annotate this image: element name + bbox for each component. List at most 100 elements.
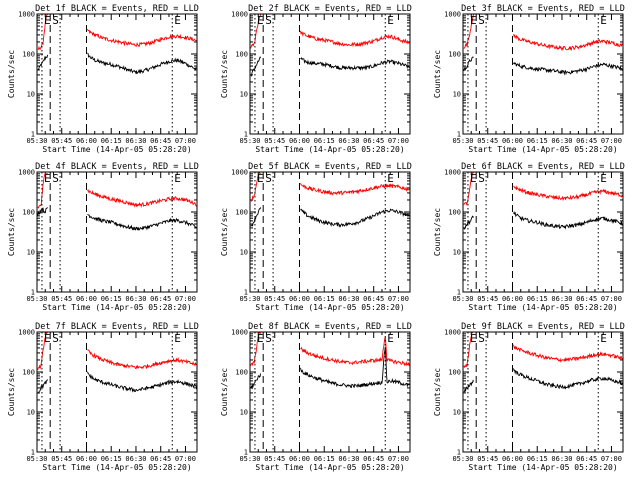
events-series-line-seg2: [300, 346, 410, 389]
marker-label: E: [174, 332, 181, 345]
y-tick-label: 1000: [231, 329, 248, 337]
x-tick-label: 07:00: [175, 295, 196, 303]
y-tick-label: 1: [457, 449, 461, 457]
panel-title: Det 8f BLACK = Events, RED = LLD: [248, 322, 412, 332]
events-series-line-seg1: [37, 54, 49, 71]
y-axis-label: Counts/sec: [7, 208, 16, 256]
x-tick-label: 06:00: [502, 455, 523, 463]
lld-series-line-seg1: [250, 14, 262, 49]
lld-series-line-seg1: [463, 14, 475, 49]
plot-frame: [36, 171, 198, 293]
x-tick-label: 06:30: [338, 455, 359, 463]
y-tick-label: 100: [235, 51, 248, 59]
x-tick-label: 06:30: [551, 137, 572, 145]
x-tick-label: 06:00: [76, 455, 97, 463]
marker-label: E: [387, 172, 394, 185]
x-tick-label: 05:45: [477, 137, 498, 145]
x-tick-label: 06:30: [338, 137, 359, 145]
y-tick-label: 1000: [18, 11, 35, 19]
x-tick-label: 07:00: [388, 455, 409, 463]
panel-title: Det 7f BLACK = Events, RED = LLD: [35, 322, 199, 332]
plot-frame: [249, 13, 411, 135]
panel-title: Det 1f BLACK = Events, RED = LLD: [35, 4, 199, 14]
events-series-line-seg1: [463, 56, 474, 72]
x-tick-label: 06:45: [150, 137, 171, 145]
x-tick-label: 06:45: [363, 137, 384, 145]
x-tick-label: 06:30: [551, 295, 572, 303]
marker-label: S: [52, 14, 59, 27]
events-series-line-seg1: [250, 207, 262, 227]
events-series-line-seg2: [513, 368, 623, 390]
y-tick-label: 1: [31, 131, 35, 139]
y-tick-label: 1000: [18, 169, 35, 177]
lld-series-line-seg1: [37, 14, 48, 51]
panel-title: Det 4f BLACK = Events, RED = LLD: [35, 162, 199, 172]
x-tick-label: 05:45: [477, 295, 498, 303]
x-axis-label: Start Time (14-Apr-05 05:28:20): [42, 145, 191, 154]
marker-label: E: [257, 332, 264, 345]
y-tick-label: 1000: [231, 169, 248, 177]
x-tick-label: 06:00: [76, 137, 97, 145]
x-tick-label: 06:45: [363, 295, 384, 303]
x-tick-label: 06:00: [289, 137, 310, 145]
x-axis-label: Start Time (14-Apr-05 05:28:20): [255, 463, 404, 472]
y-axis-label: Counts/sec: [220, 208, 229, 256]
y-tick-label: 100: [448, 369, 461, 377]
events-series-line-seg1: [250, 56, 261, 77]
events-series-line-seg2: [87, 371, 197, 393]
y-tick-label: 1: [244, 449, 248, 457]
marker-label: E: [44, 14, 51, 27]
x-tick-label: 06:00: [76, 295, 97, 303]
events-series-line-seg1: [37, 379, 48, 394]
x-axis-label: Start Time (14-Apr-05 05:28:20): [468, 463, 617, 472]
x-tick-label: 07:00: [175, 137, 196, 145]
x-tick-label: 05:30: [26, 455, 47, 463]
x-tick-label: 05:30: [239, 137, 260, 145]
x-tick-label: 06:30: [551, 455, 572, 463]
panel-5: Det 5f BLACK = Events, RED = LLD Counts/s…: [220, 162, 412, 312]
x-tick-label: 05:45: [51, 295, 72, 303]
x-tick-label: 05:30: [26, 295, 47, 303]
lld-series-line-seg1: [463, 172, 474, 206]
y-tick-label: 100: [235, 369, 248, 377]
y-axis-label: Counts/sec: [433, 368, 442, 416]
y-axis-label: Counts/sec: [7, 50, 16, 98]
y-axis-label: Counts/sec: [433, 208, 442, 256]
y-tick-label: 10: [240, 91, 248, 99]
x-tick-label: 06:45: [576, 455, 597, 463]
y-tick-label: 100: [22, 369, 35, 377]
y-tick-label: 10: [453, 409, 461, 417]
panel-title: Det 5f BLACK = Events, RED = LLD: [248, 162, 412, 172]
x-tick-label: 06:15: [101, 295, 122, 303]
y-tick-label: 1000: [444, 11, 461, 19]
events-series-line-seg2: [300, 57, 410, 72]
plot-frame: [249, 171, 411, 293]
lld-series-line-seg2: [300, 183, 410, 196]
marker-label: S: [265, 172, 272, 185]
x-tick-label: 06:00: [289, 295, 310, 303]
x-axis-label: Start Time (14-Apr-05 05:28:20): [468, 303, 617, 312]
marker-label: E: [470, 172, 477, 185]
marker-label: S: [478, 332, 485, 345]
x-tick-label: 05:45: [264, 455, 285, 463]
x-tick-label: 05:45: [264, 295, 285, 303]
x-tick-label: 05:30: [452, 295, 473, 303]
y-axis-label: Counts/sec: [7, 368, 16, 416]
lld-series-line-seg2: [300, 336, 410, 367]
x-tick-label: 07:00: [388, 137, 409, 145]
lld-series-line-seg1: [37, 173, 48, 209]
y-tick-label: 1: [31, 449, 35, 457]
panel-1: Det 1f BLACK = Events, RED = LLD Counts/s…: [7, 4, 199, 154]
x-tick-label: 06:15: [314, 295, 335, 303]
panel-9: Det 9f BLACK = Events, RED = LLD Counts/s…: [433, 322, 625, 472]
x-tick-label: 07:00: [601, 455, 622, 463]
marker-label: E: [174, 172, 181, 185]
events-series-line-seg2: [513, 211, 623, 230]
plot-frame: [249, 331, 411, 453]
y-tick-label: 10: [27, 409, 35, 417]
panel-title: Det 2f BLACK = Events, RED = LLD: [248, 4, 412, 14]
x-tick-label: 06:45: [150, 295, 171, 303]
events-series-line-seg1: [463, 215, 474, 230]
marker-label: S: [52, 172, 59, 185]
plot-frame: [36, 13, 198, 135]
